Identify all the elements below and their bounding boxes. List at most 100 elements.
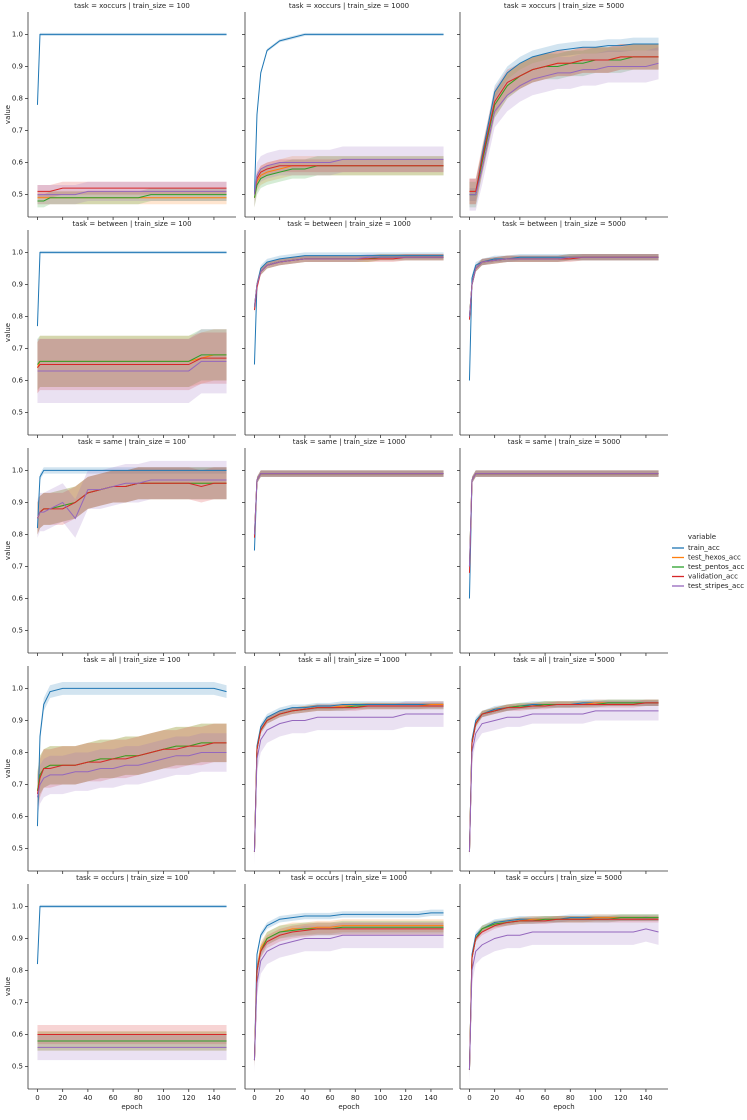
series-line [253,473,444,551]
series-line [37,360,227,372]
y-tick-label: 0.7 [12,127,23,135]
confidence-band [254,252,444,368]
series-line [468,473,659,599]
confidence-band [37,181,227,205]
confidence-band [469,470,659,570]
panel-title: task = occurs | train_size = 100 [76,874,188,882]
x-tick-label: 20 [275,1094,284,1102]
panel: task = between | train_size = 100 0.5 0.6 0… [4,220,236,438]
y-tick-label: 0.6 [12,377,24,385]
series-line [36,905,227,965]
y-tick-label: 0.8 [12,94,23,102]
confidence-band [37,467,227,535]
confidence-band [469,254,659,320]
y-tick-label: 0.6 [12,1031,24,1039]
legend-label: test_hexos_acc [688,554,741,562]
series-line [37,187,227,192]
x-tick-label: 100 [589,1094,602,1102]
y-tick-label: 0.8 [12,966,23,974]
x-tick-label: 100 [157,1094,170,1102]
panel: task = same | train_size = 1000 [242,438,453,656]
y-axis-label: value [4,541,12,560]
confidence-band [254,254,444,311]
panel: task = same | train_size = 100 0.5 0.6 0.7 0… [4,438,236,656]
series-line [253,33,444,195]
confidence-band [469,470,659,570]
series-line [36,479,227,520]
panel-title: task = same | train_size = 5000 [508,438,620,446]
series-line [36,751,227,798]
confidence-band [37,250,227,328]
y-tick-label: 1.0 [12,30,23,38]
x-tick-label: 0 [467,1094,471,1102]
series-line [468,256,659,320]
confidence-band [469,47,659,211]
y-tick-label: 0.5 [12,409,23,417]
panel: task = occurs | train_size = 100 0.5 0.6 0.… [4,874,236,1111]
panel-title: task = occurs | train_size = 5000 [506,874,622,882]
confidence-band [469,470,659,570]
y-tick-label: 0.5 [12,1063,23,1071]
y-tick-label: 0.6 [12,813,24,821]
y-axis-label: value [4,977,12,996]
confidence-band [254,254,444,311]
y-tick-label: 0.9 [12,62,23,70]
series-line [468,473,659,573]
confidence-band [469,699,659,855]
confidence-band [254,470,444,541]
confidence-band [469,44,659,205]
series-line [36,251,227,327]
x-tick-label: 100 [374,1094,387,1102]
series-line [253,256,444,307]
confidence-band [37,733,227,817]
legend-label: train_acc [688,544,720,552]
panel-title: task = all | train_size = 1000 [298,656,400,664]
confidence-band [254,146,444,208]
y-tick-label: 0.6 [12,159,24,167]
x-tick-label: 120 [399,1094,412,1102]
panel: task = all | train_size = 100 0.5 0.6 0.7 0.… [4,656,236,874]
series-line [36,742,227,795]
confidence-band [254,254,444,314]
y-tick-label: 1.0 [12,248,23,256]
x-tick-label: 40 [515,1094,524,1102]
series-line [469,56,659,196]
panel: task = xoccurs | train_size = 1000 [242,2,453,220]
series-line [36,33,227,105]
x-tick-label: 40 [83,1094,92,1102]
confidence-band [37,723,227,811]
x-axis-label: epoch [553,1103,574,1111]
x-tick-label: 140 [424,1094,437,1102]
panel-title: task = all | train_size = 5000 [513,656,615,664]
panel-title: task = between | train_size = 1000 [287,220,411,228]
confidence-band [37,467,227,532]
y-tick-label: 0.7 [12,781,23,789]
panel-title: task = xoccurs | train_size = 5000 [504,2,624,10]
series-line [36,469,227,529]
series-line [468,473,659,567]
x-tick-label: 60 [541,1094,550,1102]
panel: task = between | train_size = 1000 [242,220,453,438]
series-line [468,256,659,317]
legend-label: test_pentos_acc [688,563,744,571]
x-tick-label: 20 [490,1094,499,1102]
confidence-band [254,701,444,855]
series-line [253,705,444,852]
series-line [469,56,659,192]
series-line [468,473,659,567]
confidence-band [254,922,444,1067]
y-tick-label: 0.9 [12,934,23,942]
series-line [37,190,227,196]
confidence-band [254,470,444,538]
x-tick-label: 80 [134,1094,143,1102]
panel-title: task = between | train_size = 100 [72,220,191,228]
panel-title: task = occurs | train_size = 1000 [291,874,407,882]
x-tick-label: 0 [252,1094,256,1102]
x-tick-label: 80 [566,1094,575,1102]
confidence-band [37,181,227,198]
x-tick-label: 120 [614,1094,627,1102]
series-line [37,354,227,365]
panel-title: task = all | train_size = 100 [83,656,180,664]
series-line [37,357,227,369]
confidence-band [254,922,444,1073]
